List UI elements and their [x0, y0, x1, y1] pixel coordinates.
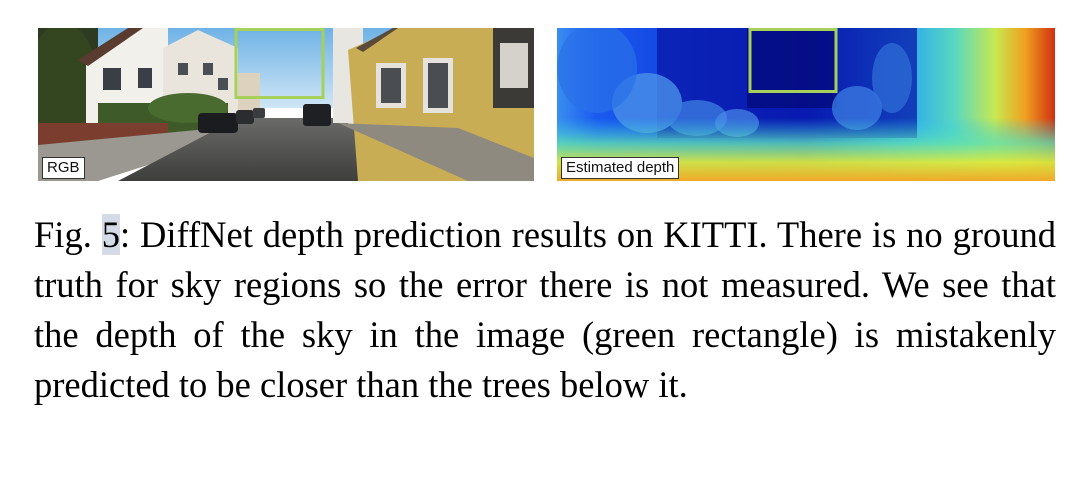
rgb-label: RGB [42, 157, 85, 179]
caption-text: : DiffNet depth prediction results on KI… [34, 214, 1056, 405]
rgb-image-panel: RGB [38, 28, 534, 181]
sky-highlight-rectangle [234, 28, 325, 99]
rgb-street-image [38, 28, 534, 181]
figure-caption: Fig. 5: DiffNet depth prediction results… [34, 210, 1056, 410]
depth-label: Estimated depth [561, 157, 680, 179]
figure-number-link[interactable]: 5 [101, 214, 120, 255]
caption-prefix: Fig. [34, 214, 102, 255]
sky-depth-highlight-rectangle [748, 28, 838, 93]
estimated-depth-map [557, 28, 1055, 181]
depth-image-panel: Estimated depth [557, 28, 1055, 181]
